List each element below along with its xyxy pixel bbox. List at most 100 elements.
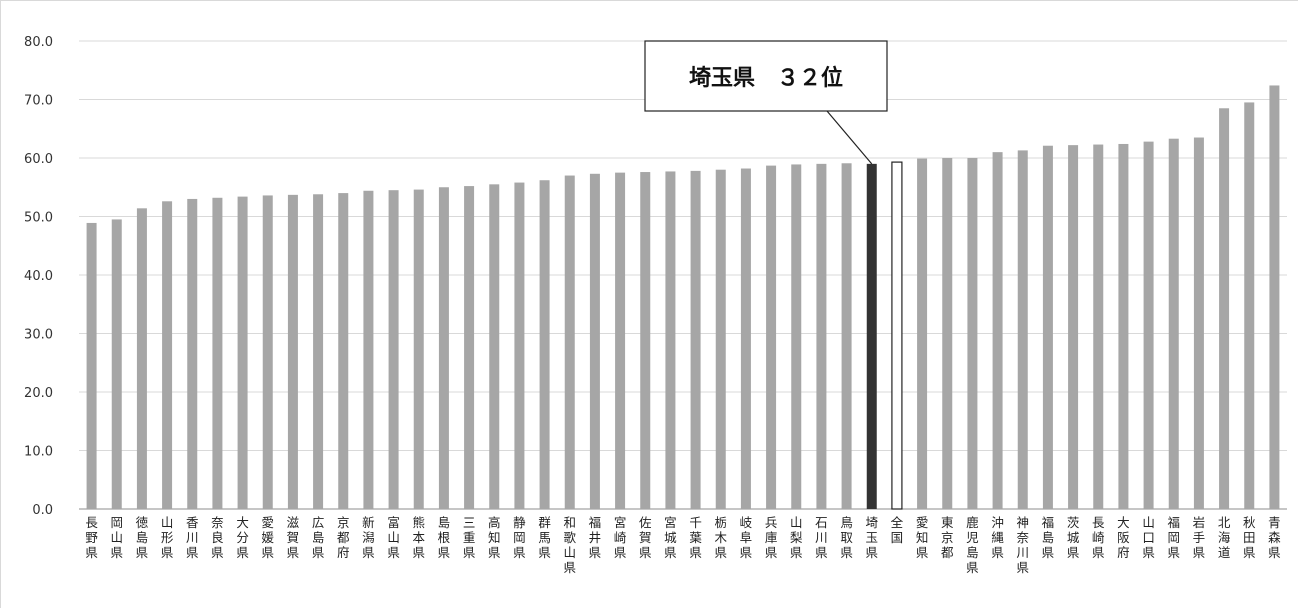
bar bbox=[665, 171, 676, 509]
bar bbox=[841, 163, 852, 509]
bar bbox=[514, 182, 525, 509]
bar bbox=[287, 194, 298, 510]
y-tick-label: 20.0 bbox=[24, 386, 53, 401]
category-label: 富山県 bbox=[387, 515, 400, 560]
category-label: 静岡県 bbox=[513, 515, 526, 560]
bar bbox=[589, 173, 600, 510]
bar bbox=[413, 189, 424, 509]
category-label: 山梨県 bbox=[790, 515, 803, 560]
category-label: 愛媛県 bbox=[261, 515, 274, 560]
callout-text: 埼玉県 ３２位 bbox=[689, 65, 843, 91]
category-label: 福井県 bbox=[589, 515, 602, 560]
bars bbox=[86, 85, 1280, 510]
y-tick-label: 60.0 bbox=[24, 152, 53, 167]
category-label: 茨城県 bbox=[1067, 515, 1080, 560]
bar bbox=[388, 190, 399, 510]
category-label: 広島県 bbox=[312, 515, 325, 560]
y-tick-label: 70.0 bbox=[24, 94, 53, 109]
bar bbox=[1219, 108, 1230, 510]
bar bbox=[86, 222, 97, 509]
category-label: 福岡県 bbox=[1167, 515, 1180, 560]
category-label: 福島県 bbox=[1042, 515, 1055, 560]
bar bbox=[136, 208, 147, 509]
category-label: 長崎県 bbox=[1092, 515, 1105, 560]
category-label: 神奈川県 bbox=[1016, 515, 1029, 575]
bar bbox=[212, 197, 223, 509]
bar bbox=[363, 190, 374, 509]
bar bbox=[1269, 85, 1280, 510]
bar bbox=[942, 158, 953, 509]
y-tick-label: 10.0 bbox=[24, 445, 53, 460]
category-label: 熊本県 bbox=[412, 515, 425, 560]
category-label: 徳島県 bbox=[136, 515, 149, 560]
bar bbox=[1143, 141, 1154, 509]
category-label: 三重県 bbox=[463, 515, 476, 560]
category-label: 島根県 bbox=[438, 515, 451, 560]
bar bbox=[539, 180, 550, 510]
bar bbox=[111, 219, 122, 510]
bar bbox=[1017, 150, 1028, 509]
category-label: 大分県 bbox=[236, 515, 249, 560]
bar bbox=[187, 198, 198, 509]
bar bbox=[640, 172, 651, 510]
category-label: 和歌山県 bbox=[563, 515, 576, 575]
bar bbox=[715, 169, 726, 509]
bar bbox=[891, 161, 903, 510]
bar bbox=[262, 195, 273, 509]
category-label: 香川県 bbox=[186, 515, 199, 560]
bar bbox=[237, 196, 248, 510]
category-label: 宮城県 bbox=[664, 515, 677, 560]
category-labels: 長野県岡山県徳島県山形県香川県奈良県大分県愛媛県滋賀県広島県京都府新潟県富山県熊… bbox=[85, 515, 1281, 575]
category-label: 山口県 bbox=[1142, 515, 1155, 560]
bar bbox=[438, 187, 449, 509]
bar bbox=[816, 163, 827, 509]
y-tick-label: 50.0 bbox=[24, 211, 53, 226]
category-label: 兵庫県 bbox=[765, 515, 778, 560]
bar bbox=[967, 158, 978, 509]
category-label: 石川県 bbox=[815, 515, 828, 560]
bar bbox=[615, 172, 626, 509]
bar bbox=[766, 165, 777, 510]
bar bbox=[1118, 143, 1129, 509]
category-label: 山形県 bbox=[161, 515, 174, 560]
category-label: 北海道 bbox=[1218, 515, 1231, 560]
category-label: 鳥取県 bbox=[840, 515, 853, 560]
bar bbox=[992, 152, 1003, 509]
category-label: 鹿児島県 bbox=[966, 515, 979, 575]
bar bbox=[690, 170, 701, 509]
category-label: 全国 bbox=[891, 515, 904, 545]
category-label: 佐賀県 bbox=[639, 515, 652, 560]
y-tick-label: 80.0 bbox=[24, 35, 53, 50]
category-label: 京都府 bbox=[337, 515, 350, 560]
category-label: 栃木県 bbox=[714, 515, 727, 560]
category-label: 大阪府 bbox=[1117, 515, 1130, 560]
y-tick-label: 0.0 bbox=[32, 503, 53, 518]
bar bbox=[162, 201, 173, 510]
category-label: 高知県 bbox=[488, 515, 501, 560]
bar bbox=[866, 163, 877, 509]
bar bbox=[791, 164, 802, 509]
category-label: 愛知県 bbox=[916, 515, 929, 560]
category-label: 千葉県 bbox=[689, 515, 702, 560]
bar bbox=[313, 194, 324, 509]
bar bbox=[1042, 145, 1053, 509]
category-label: 奈良県 bbox=[211, 515, 224, 560]
category-label: 群馬県 bbox=[538, 515, 551, 560]
bar bbox=[740, 168, 751, 509]
bar bbox=[338, 193, 349, 509]
bar bbox=[1168, 138, 1179, 509]
y-axis-ticks: 0.0 10.0 20.0 30.0 40.0 50.0 60.0 70.0 80.0 bbox=[24, 35, 53, 518]
category-label: 岡山県 bbox=[110, 515, 123, 560]
category-label: 岐阜県 bbox=[740, 515, 753, 560]
category-label: 青森県 bbox=[1268, 515, 1281, 560]
callout-box bbox=[644, 40, 888, 112]
category-label: 新潟県 bbox=[362, 515, 375, 560]
bar bbox=[1068, 145, 1079, 509]
bar bbox=[564, 175, 575, 510]
category-label: 滋賀県 bbox=[287, 515, 300, 560]
callout-pointer bbox=[826, 110, 873, 165]
category-label: 岩手県 bbox=[1193, 515, 1206, 560]
bar bbox=[1244, 102, 1255, 510]
